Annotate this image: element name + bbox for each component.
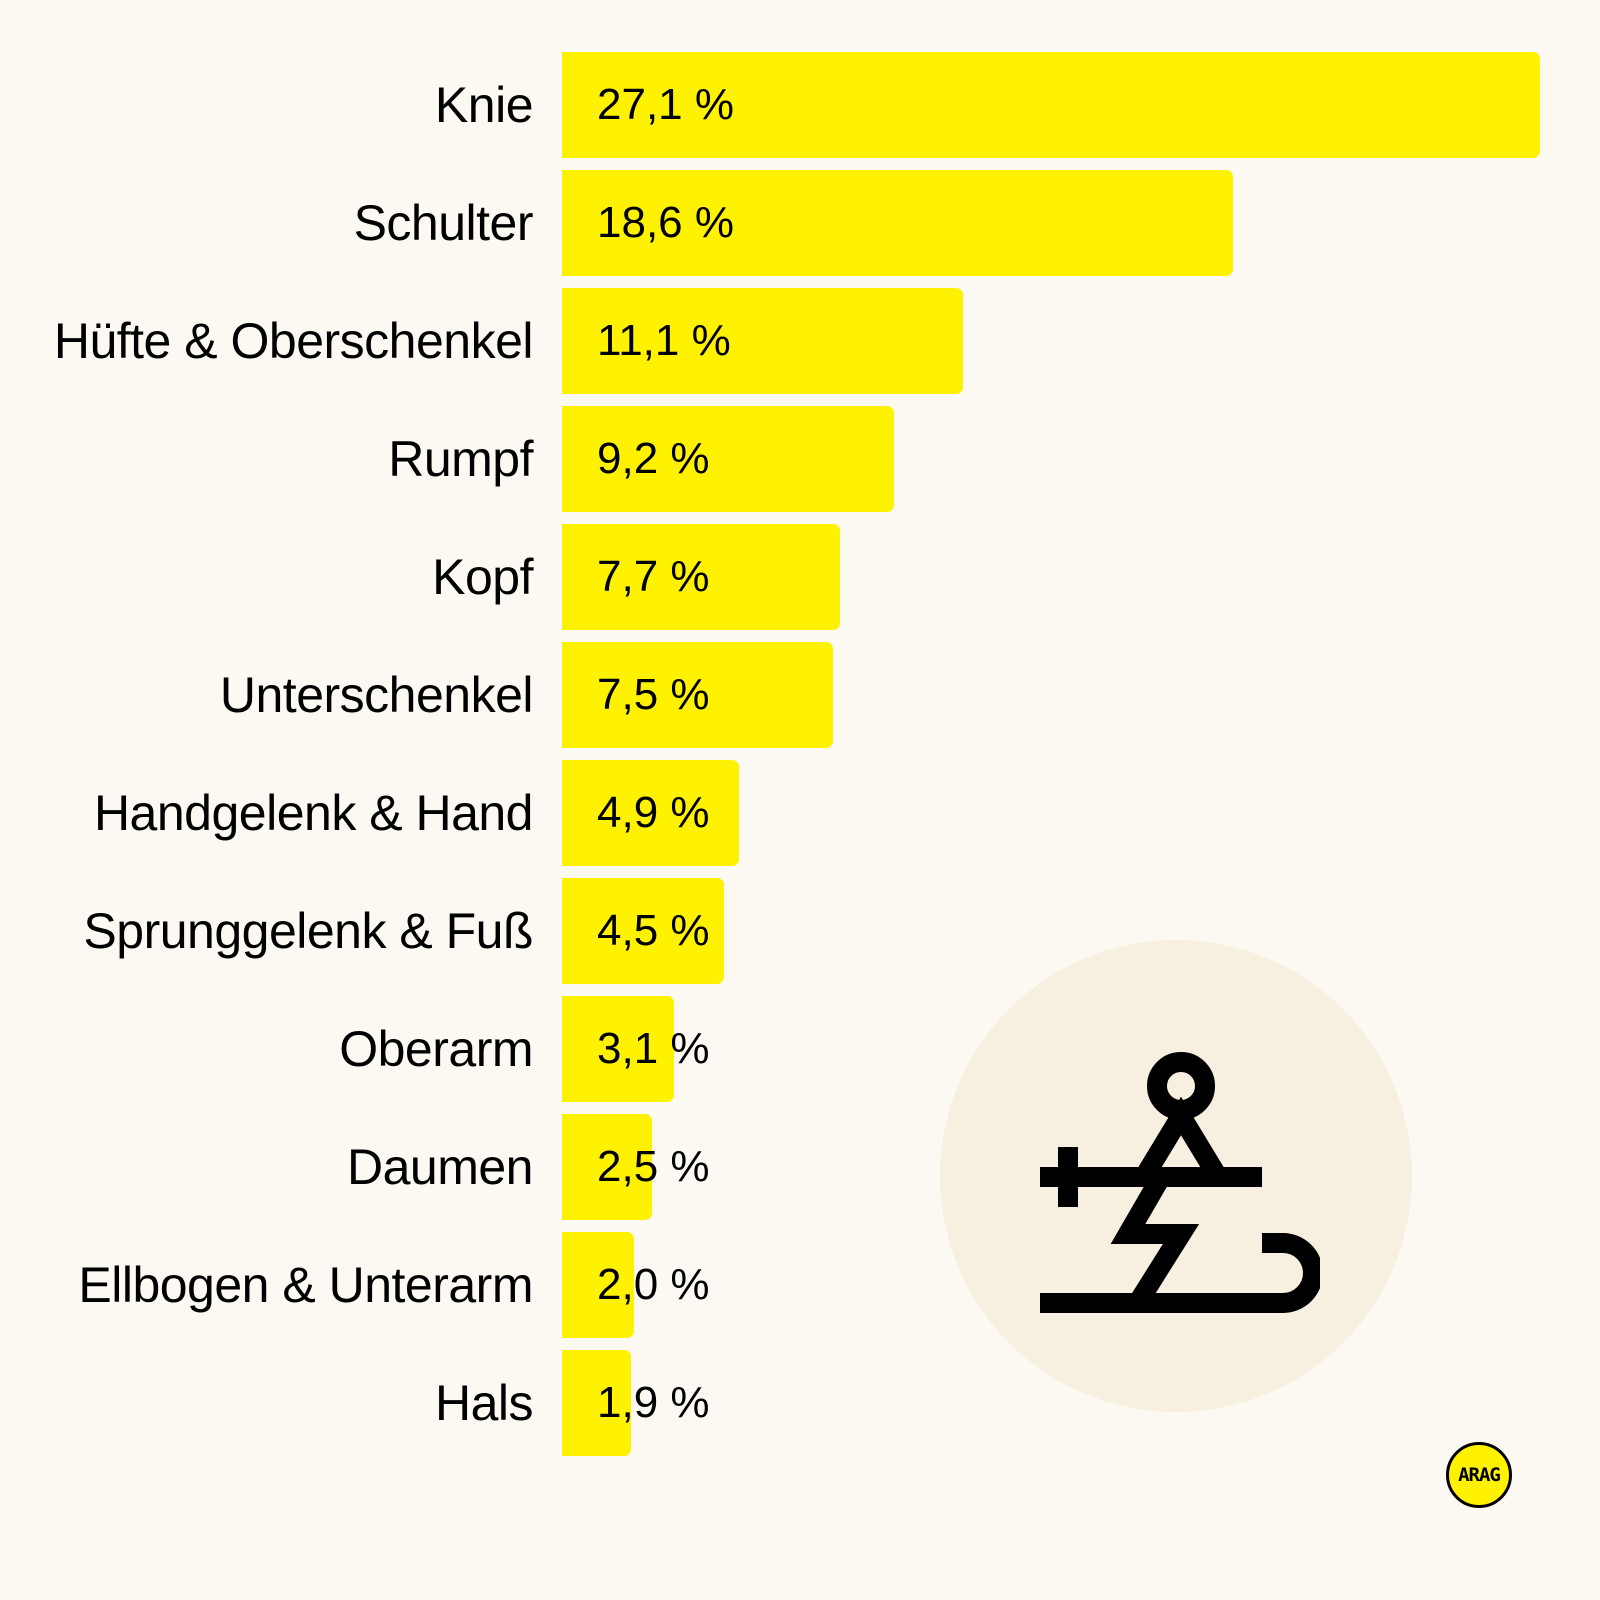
category-label: Handgelenk & Hand	[93, 785, 534, 841]
bar	[562, 288, 963, 394]
value-label: 7,7 %	[597, 552, 710, 601]
category-label: Schulter	[353, 195, 534, 251]
bar	[562, 878, 724, 984]
category-label: Daumen	[347, 1139, 534, 1195]
category-label: Unterschenkel	[219, 667, 534, 723]
category-label: Hüfte & Oberschenkel	[53, 313, 534, 369]
bar	[562, 406, 894, 512]
skiing-injury-icon	[1040, 1052, 1320, 1313]
category-label: Hals	[434, 1375, 534, 1431]
bar-row: Unterschenkel 7,5 %	[0, 642, 1600, 748]
category-label: Kopf	[432, 549, 533, 605]
bar	[562, 760, 739, 866]
bar-row: Oberarm 3,1 %	[0, 996, 1600, 1102]
value-label: 7,5 %	[597, 670, 710, 719]
category-label: Rumpf	[388, 431, 533, 487]
bar-row: Schulter 18,6 %	[0, 170, 1600, 276]
bar-row: Kopf 7,7 %	[0, 524, 1600, 630]
value-label: 2,0 %	[597, 1260, 710, 1309]
bar	[562, 642, 833, 748]
bar	[562, 1232, 634, 1338]
bar	[562, 996, 674, 1102]
bar	[562, 1114, 652, 1220]
category-label: Sprunggelenk & Fuß	[83, 903, 533, 959]
value-label: 2,5 %	[597, 1142, 710, 1191]
value-label: 1,9 %	[597, 1378, 710, 1427]
value-label: 3,1 %	[597, 1024, 710, 1073]
bar	[562, 170, 1233, 276]
bar-row: Daumen 2,5 %	[0, 1114, 1600, 1220]
category-label: Oberarm	[339, 1021, 533, 1077]
bar-row: Ellbogen & Unterarm 2,0 %	[0, 1232, 1600, 1338]
bar-row: Sprunggelenk & Fuß 4,5 %	[0, 878, 1600, 984]
value-label: 18,6 %	[597, 198, 734, 247]
category-label: Knie	[434, 77, 534, 133]
bar-row: Hals 1,9 %	[0, 1350, 1600, 1456]
value-label: 11,1 %	[597, 316, 731, 365]
bar	[562, 52, 1540, 158]
arag-logo: ARAG	[1446, 1442, 1512, 1508]
bar-row: Hüfte & Oberschenkel 11,1 %	[0, 288, 1600, 394]
bar	[562, 524, 840, 630]
category-label: Ellbogen & Unterarm	[78, 1257, 533, 1313]
bar	[562, 1350, 631, 1456]
value-label: 4,9 %	[597, 788, 710, 837]
value-label: 4,5 %	[597, 906, 710, 955]
bar-row: Rumpf 9,2 %	[0, 406, 1600, 512]
value-label: 27,1 %	[597, 80, 734, 129]
value-label: 9,2 %	[597, 434, 710, 483]
bar-row: Knie 27,1 %	[0, 52, 1600, 158]
bar-row: Handgelenk & Hand 4,9 %	[0, 760, 1600, 866]
